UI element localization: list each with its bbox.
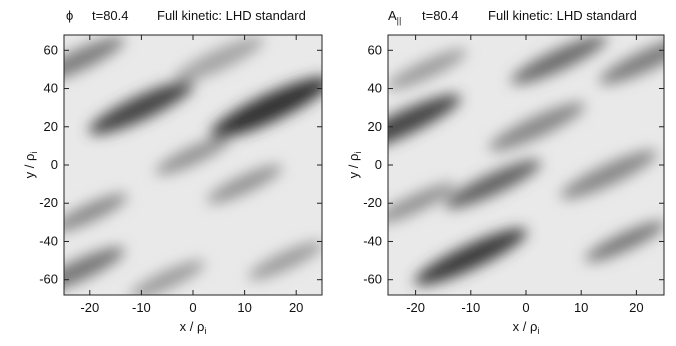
heatmap-feature <box>414 228 528 286</box>
heatmap-feature <box>210 77 322 139</box>
heatmap-feature <box>155 136 231 175</box>
x-tick-label: -20 <box>406 300 425 315</box>
heatmap-feature <box>560 150 658 199</box>
y-axis-label: y / ρi <box>346 152 363 179</box>
heatmap-feature <box>599 35 664 85</box>
heatmap-feature <box>64 247 125 294</box>
y-tick-label: 0 <box>375 157 382 172</box>
x-tick-label: -10 <box>132 300 151 315</box>
heatmap-feature <box>248 241 322 280</box>
y-tick-label: -40 <box>363 233 382 248</box>
x-tick-label: -10 <box>461 300 480 315</box>
heatmap-feature <box>88 80 195 135</box>
y-tick-label: -40 <box>39 233 58 248</box>
apar-time-label: t=80.4 <box>422 8 459 23</box>
phi-time-label: t=80.4 <box>92 8 129 23</box>
heatmap-feature <box>64 193 128 232</box>
phi-panel: -20 -10 0 10 20 -60 -40 -20 0 20 40 60 x / ρi y / ρi … <box>22 8 323 336</box>
y-tick-label: 20 <box>44 119 58 134</box>
heatmap-feature <box>388 183 456 224</box>
y-tick-label: -60 <box>39 272 58 287</box>
apar-panel: -20 -10 0 10 20 -60 -40 -20 0 20 40 60 x / ρi y / ρi … <box>338 0 676 346</box>
heatmap-feature <box>388 94 461 152</box>
x-tick-label: 20 <box>289 300 303 315</box>
x-tick-label: 10 <box>574 300 588 315</box>
phi-title: Full kinetic: LHD standard <box>157 8 306 23</box>
apar-chart: -20 -10 0 10 20 -60 -40 -20 0 20 40 60 x / ρi y / ρi <box>346 34 665 336</box>
y-tick-label: -60 <box>363 272 382 287</box>
y-tick-label: 40 <box>44 81 58 96</box>
x-axis-label: x / ρi <box>180 319 207 336</box>
apar-title: Full kinetic: LHD standard <box>488 8 637 23</box>
y-tick-label: 60 <box>368 42 382 57</box>
x-tick-label: 0 <box>522 300 529 315</box>
y-tick-label: 20 <box>368 119 382 134</box>
phi-symbol-label: ϕ <box>66 8 74 23</box>
y-tick-label: -20 <box>39 195 58 210</box>
heatmap-feature <box>444 159 542 209</box>
y-tick-label: 60 <box>44 42 58 57</box>
y-axis-label: y / ρi <box>22 152 39 179</box>
phi-chart: -20 -10 0 10 20 -60 -40 -20 0 20 40 60 x / ρi y / ρi <box>22 34 323 336</box>
heatmap-feature <box>510 35 608 85</box>
x-tick-label: -20 <box>80 300 99 315</box>
heatmap-feature <box>173 36 264 83</box>
x-axis-label: x / ρi <box>513 319 540 336</box>
heatmap-field <box>388 35 664 295</box>
heatmap-feature <box>488 102 586 152</box>
y-tick-label: 0 <box>51 157 58 172</box>
y-tick-label: -20 <box>363 195 382 210</box>
x-tick-label: 20 <box>629 300 643 315</box>
heatmap-feature <box>64 36 125 83</box>
heatmap-field <box>64 35 322 295</box>
y-tick-label: 40 <box>368 81 382 96</box>
x-tick-label: 0 <box>189 300 196 315</box>
apar-symbol-label: A|| <box>388 8 402 26</box>
heatmap-feature <box>207 165 283 204</box>
x-tick-label: 10 <box>237 300 251 315</box>
heatmap-feature <box>585 221 664 262</box>
heatmap-feature <box>129 260 205 295</box>
heatmap-feature <box>388 49 467 90</box>
